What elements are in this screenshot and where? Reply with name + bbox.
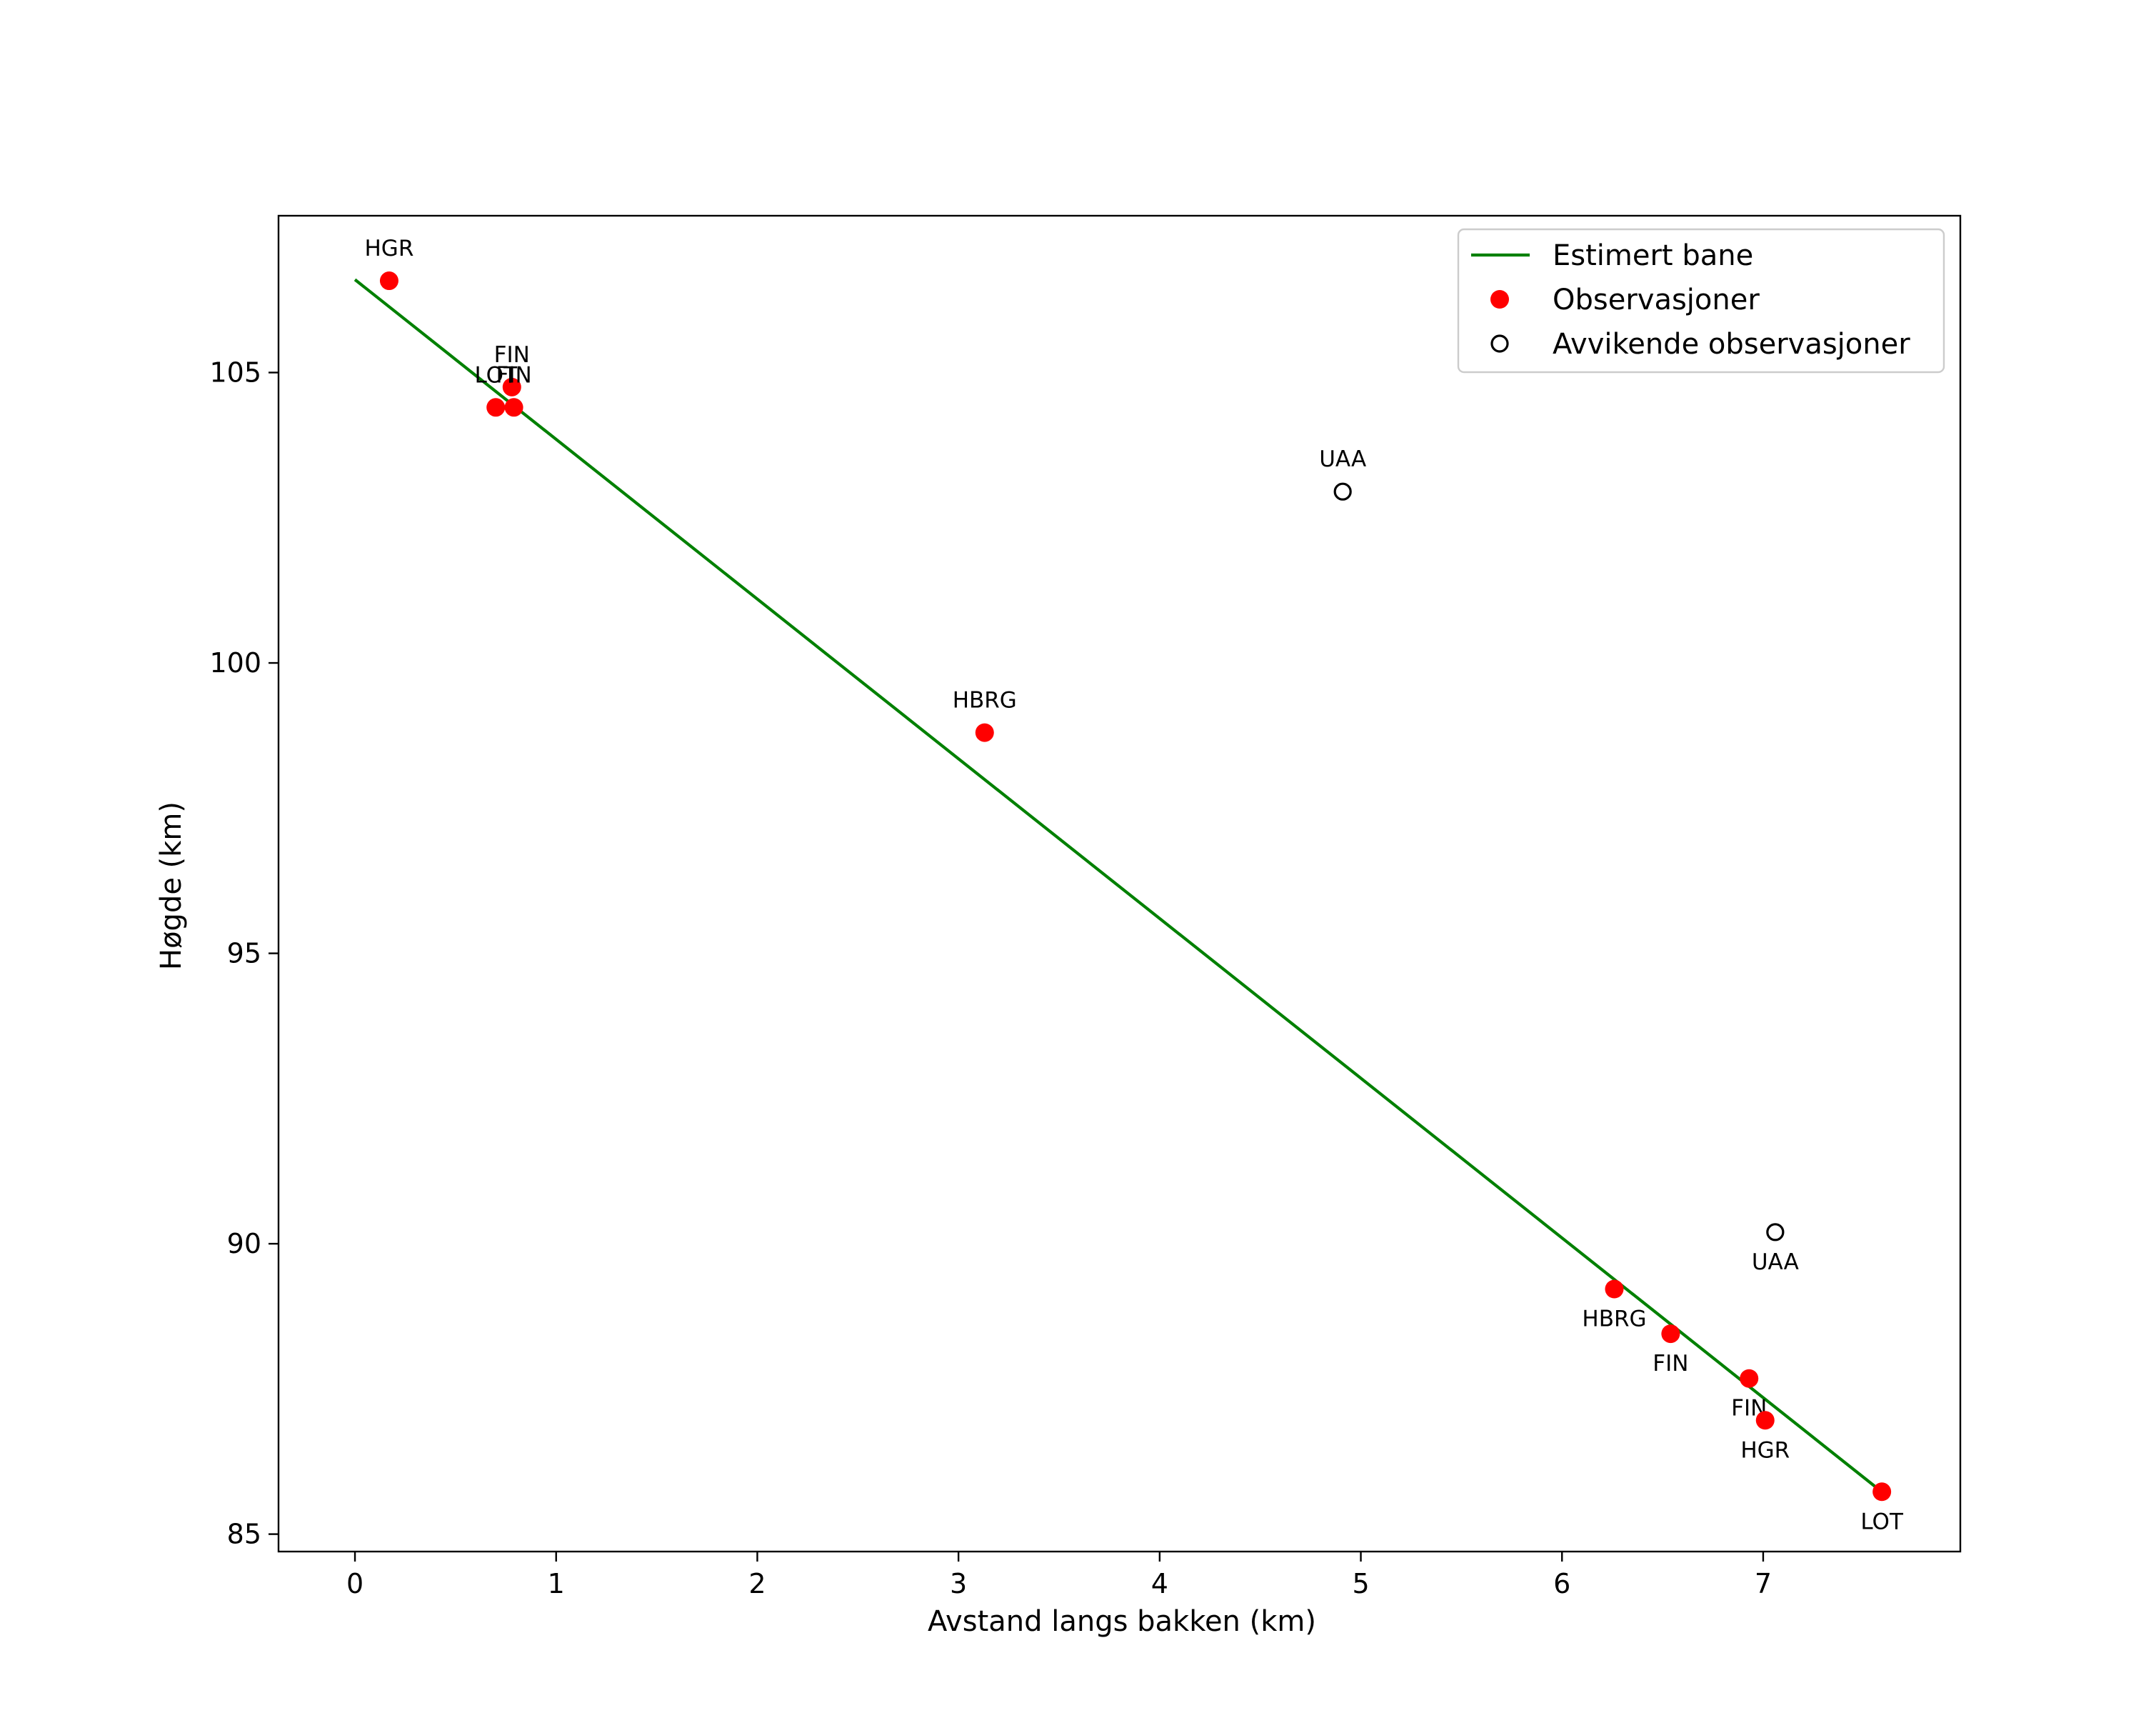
x-tick-label: 4 xyxy=(1151,1568,1168,1599)
x-tick-label: 1 xyxy=(548,1568,565,1599)
observation-label: FIN xyxy=(494,342,530,368)
axis-ticks: 0 1 2 3 4 5 6 7 85 90 95 100 105 xyxy=(209,357,1772,1599)
axes-frame-rect xyxy=(277,214,1962,1553)
observation-label: HBRG xyxy=(1582,1307,1646,1332)
observation-label: HGR xyxy=(364,236,413,261)
y-tick-label: 85 xyxy=(227,1519,261,1550)
observation-label: HGR xyxy=(1740,1437,1790,1463)
observation-point xyxy=(486,398,506,417)
x-axis-label: Avstand langs bakken (km) xyxy=(928,1605,1316,1638)
legend: Estimert bane Observasjoner Avvikende obse… xyxy=(1457,228,1945,374)
y-axis-label: Høgde (km) xyxy=(155,801,188,970)
x-tick-label: 2 xyxy=(748,1568,766,1599)
observation-point xyxy=(379,271,398,291)
observation-point xyxy=(975,723,994,742)
legend-outlier-swatch xyxy=(1490,334,1509,353)
x-tick-label: 5 xyxy=(1352,1568,1369,1599)
outlier-label: UAA xyxy=(1319,446,1366,472)
x-tick-label: 7 xyxy=(1755,1568,1772,1599)
x-tick-label: 3 xyxy=(950,1568,967,1599)
legend-label: Avvikende observasjoner xyxy=(1553,328,1910,361)
observation-point xyxy=(1605,1279,1624,1299)
observation-label: HBRG xyxy=(953,688,1017,714)
y-tick-label: 100 xyxy=(209,647,261,679)
axes-frame xyxy=(277,214,1962,1553)
legend-observation-swatch xyxy=(1490,290,1509,309)
outlier-point xyxy=(1333,482,1352,501)
outlier-point xyxy=(1766,1223,1785,1242)
x-tick-label: 0 xyxy=(346,1568,363,1599)
legend-box xyxy=(1457,228,1945,374)
legend-label: Estimert bane xyxy=(1553,239,1753,272)
observation-point xyxy=(502,377,521,396)
x-tick-label: 6 xyxy=(1553,1568,1570,1599)
y-tick-label: 90 xyxy=(227,1228,261,1259)
observation-point xyxy=(504,398,523,417)
observation-label: FIN xyxy=(1653,1351,1688,1377)
y-tick-label: 105 xyxy=(209,357,261,389)
observation-point xyxy=(1755,1411,1775,1430)
observation-point xyxy=(1661,1324,1680,1344)
observation-point xyxy=(1740,1369,1759,1388)
observation-point xyxy=(1872,1482,1892,1502)
outlier-label: UAA xyxy=(1752,1249,1799,1275)
observation-label: LOT xyxy=(474,362,518,388)
legend-label: Observasjoner xyxy=(1553,284,1760,316)
observation-label: FIN xyxy=(496,362,532,388)
observation-label: LOT xyxy=(1860,1509,1904,1534)
y-tick-label: 95 xyxy=(227,938,261,969)
trajectory-line xyxy=(354,278,1885,1495)
